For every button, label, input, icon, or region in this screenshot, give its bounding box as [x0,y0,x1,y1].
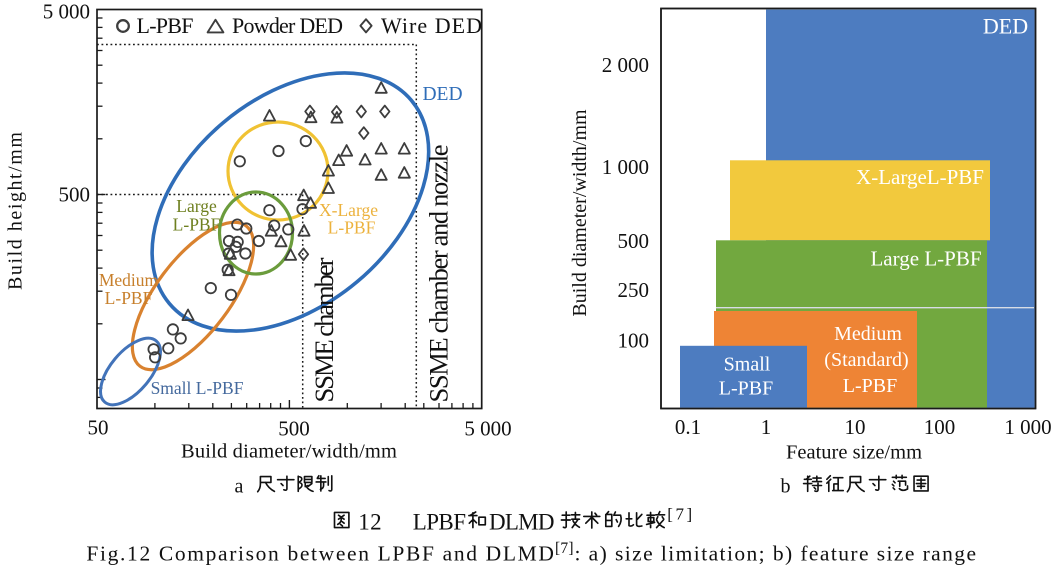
svg-text:L-PBF: L-PBF [105,288,153,308]
svg-text:5 000: 5 000 [464,417,511,441]
svg-text:Medium: Medium [834,323,902,345]
svg-text:L-PBF: L-PBF [328,218,376,238]
svg-text:5 000: 5 000 [43,0,90,24]
svg-text:Build diameter/width/mm: Build diameter/width/mm [569,109,591,317]
svg-text:: a) size limitation; b) featu: : a) size limitation; b) feature size ra… [575,542,977,566]
svg-text:LPBF: LPBF [413,509,466,534]
svg-text:[7]: [7] [555,540,574,557]
svg-text:a: a [235,476,244,498]
svg-text:[7]: [7] [667,505,692,524]
svg-text:Build diameter/width/mm: Build diameter/width/mm [181,441,397,463]
svg-text:0.1: 0.1 [675,415,701,439]
svg-text:1 000: 1 000 [1004,415,1051,439]
svg-text:L-PBF: L-PBF [173,215,221,235]
svg-text:500: 500 [618,229,650,253]
svg-text:X-LargeL-PBF: X-LargeL-PBF [856,165,984,189]
svg-text:2 000: 2 000 [602,53,649,77]
svg-text:Powder DED: Powder DED [232,13,343,38]
svg-text:L-PBF: L-PBF [843,375,897,397]
svg-text:Wire DED: Wire DED [381,13,482,38]
svg-text:1 000: 1 000 [602,155,649,179]
svg-text:b: b [781,476,791,498]
svg-text:250: 250 [618,278,650,302]
svg-text:10: 10 [845,415,866,439]
svg-text:Large L-PBF: Large L-PBF [870,247,981,271]
svg-text:500: 500 [59,183,91,207]
svg-text:50: 50 [88,416,109,440]
svg-text:Feature size/mm: Feature size/mm [786,442,922,464]
svg-text:L-PBF: L-PBF [137,13,194,38]
svg-text:100: 100 [924,415,956,439]
svg-text:100: 100 [618,329,650,353]
svg-text:(Standard): (Standard) [824,349,908,371]
svg-text:SSME chamber: SSME chamber [309,257,339,402]
svg-text:Small L-PBF: Small L-PBF [151,378,244,398]
svg-text:12: 12 [358,509,381,534]
svg-text:SSME chamber and nozzle: SSME chamber and nozzle [424,145,454,403]
svg-text:DLMD: DLMD [489,509,555,534]
svg-text:Large: Large [176,196,217,216]
svg-text:500: 500 [278,417,310,441]
svg-text:X-Large: X-Large [319,200,378,220]
svg-text:DED: DED [422,84,462,105]
svg-text:L-PBF: L-PBF [719,378,773,400]
svg-text:Small: Small [724,354,771,376]
svg-text:Fig.12 Comparison between LPBF: Fig.12 Comparison between LPBF and DLMD [86,542,554,566]
svg-text:Build height/mm: Build height/mm [5,132,27,290]
svg-text:DED: DED [983,14,1028,39]
svg-text:1: 1 [761,415,772,439]
svg-text:Medium: Medium [99,270,159,290]
